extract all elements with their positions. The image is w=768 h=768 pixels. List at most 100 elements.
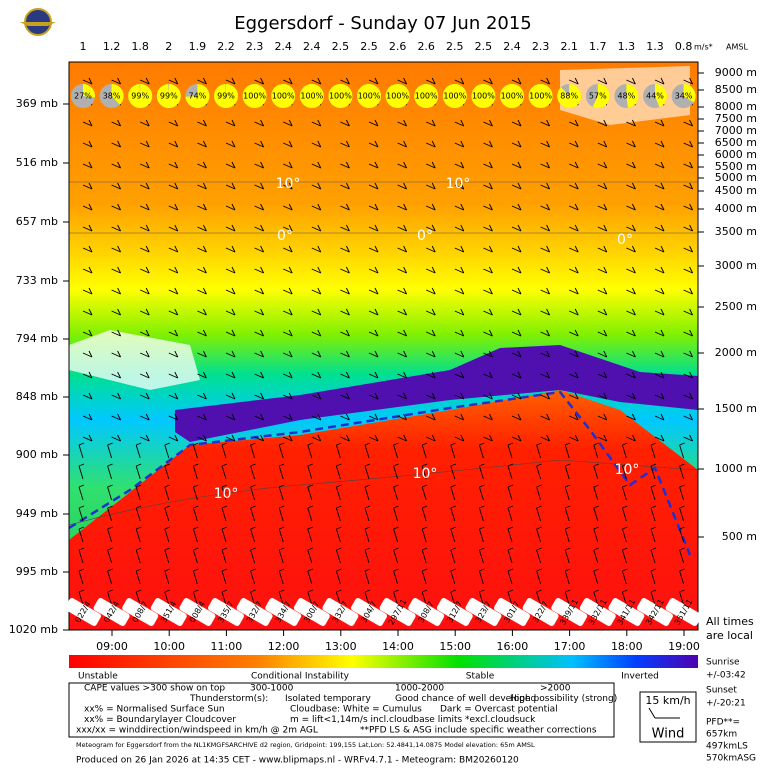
wind-barb (483, 394, 493, 400)
wind-barb (111, 415, 121, 421)
wind-barb (565, 568, 571, 572)
wind-barb (221, 568, 228, 572)
legend-text: High possibility (strong) (510, 694, 617, 704)
wind-barb (650, 526, 657, 530)
wind-barb (689, 203, 694, 211)
wind-barb (368, 310, 379, 316)
wind-barb (569, 310, 579, 316)
wind-barb (225, 121, 236, 127)
wind-barb (397, 142, 407, 148)
wind-barb (454, 205, 464, 211)
wind-barb (145, 266, 150, 274)
wind-label-box (465, 598, 502, 626)
cloudcover-label: 100% (529, 92, 552, 101)
wind-barb (145, 287, 150, 295)
wind-barb (254, 289, 264, 295)
wind-barb (431, 119, 436, 127)
wind-barb (193, 505, 199, 509)
wind-barb (202, 371, 207, 379)
wind-barb (368, 352, 379, 358)
pressure-label: 794 mb (16, 332, 58, 345)
wind-barb (82, 394, 93, 400)
wind-barb (483, 121, 493, 127)
wind-barb (340, 121, 350, 127)
wind-barb (164, 570, 170, 585)
wind-barb (517, 140, 522, 148)
wind-barb (317, 371, 322, 379)
wind-barb (283, 415, 293, 421)
wind-barb (311, 352, 321, 358)
wind-barb (460, 161, 465, 169)
wind-barb (483, 331, 493, 337)
wind-barb (364, 484, 371, 488)
wind-barb (603, 77, 608, 85)
wind-barb (511, 121, 522, 127)
lift-value: 2.6 (417, 40, 435, 53)
wind-barb (546, 266, 551, 274)
altitude-label: 6000 m (715, 148, 757, 161)
wind-barb (307, 549, 313, 564)
wind-barb (431, 371, 436, 379)
lift-value: 2.3 (246, 40, 264, 53)
wind-barb (454, 79, 464, 85)
wind-barb (631, 287, 636, 295)
wind-barb (650, 444, 656, 459)
wind-barb (426, 352, 436, 358)
wind-barb (660, 287, 665, 295)
wind-barb (421, 591, 427, 606)
wind-barb (422, 568, 428, 572)
wind-barb (450, 484, 456, 488)
wind-barb (145, 413, 150, 421)
wind-barb (540, 352, 550, 358)
wind-barb (278, 570, 284, 585)
wind-barb (340, 163, 350, 169)
wind-barb (231, 329, 236, 337)
wind-barb (311, 289, 321, 295)
wind-barb (478, 591, 484, 606)
wind-barb (368, 331, 379, 337)
wind-barb (368, 184, 379, 190)
wind-barb (78, 484, 85, 488)
wind-barb (107, 484, 113, 488)
wind-barb (168, 310, 178, 316)
wind-barb (574, 224, 579, 232)
lift-unit: m/s* (694, 43, 713, 52)
wind-barb (168, 268, 178, 274)
wind-barb (393, 442, 399, 446)
wind-barb (450, 442, 456, 446)
wind-barb (403, 119, 408, 127)
wind-barb (260, 119, 265, 127)
legend-text: 1000-2000 (395, 684, 444, 694)
wind-barb (82, 247, 93, 253)
wind-barb (393, 549, 399, 564)
cloudcover-label: 88% (560, 92, 578, 101)
wind-barb (403, 266, 408, 274)
wind-barb (335, 444, 341, 459)
wind-barb (540, 247, 550, 253)
wind-barb (317, 182, 322, 190)
cloud-pie (242, 84, 267, 108)
wind-barb (626, 205, 636, 211)
wind-barb (569, 121, 579, 127)
wind-barb (174, 266, 179, 274)
wind-barb (192, 570, 198, 585)
wind-barb (689, 140, 694, 148)
wind-barb (574, 287, 579, 295)
wind-barb (654, 394, 665, 400)
wind-barb (345, 224, 350, 232)
wind-barb (117, 350, 122, 358)
lift-value: 1.2 (103, 40, 121, 53)
wind-barb (540, 394, 550, 400)
wind-barb (517, 329, 522, 337)
wind-barb (422, 589, 428, 593)
cloud-pie (185, 84, 210, 108)
wind-barb (488, 119, 493, 127)
wind-barb (683, 310, 693, 316)
cloudcover-label: 100% (272, 92, 295, 101)
wind-barb (397, 331, 407, 337)
wind-barb (136, 589, 142, 593)
wind-barb (225, 373, 236, 379)
wind-barb (403, 371, 408, 379)
wind-barb (431, 182, 436, 190)
wind-barb (454, 163, 464, 169)
